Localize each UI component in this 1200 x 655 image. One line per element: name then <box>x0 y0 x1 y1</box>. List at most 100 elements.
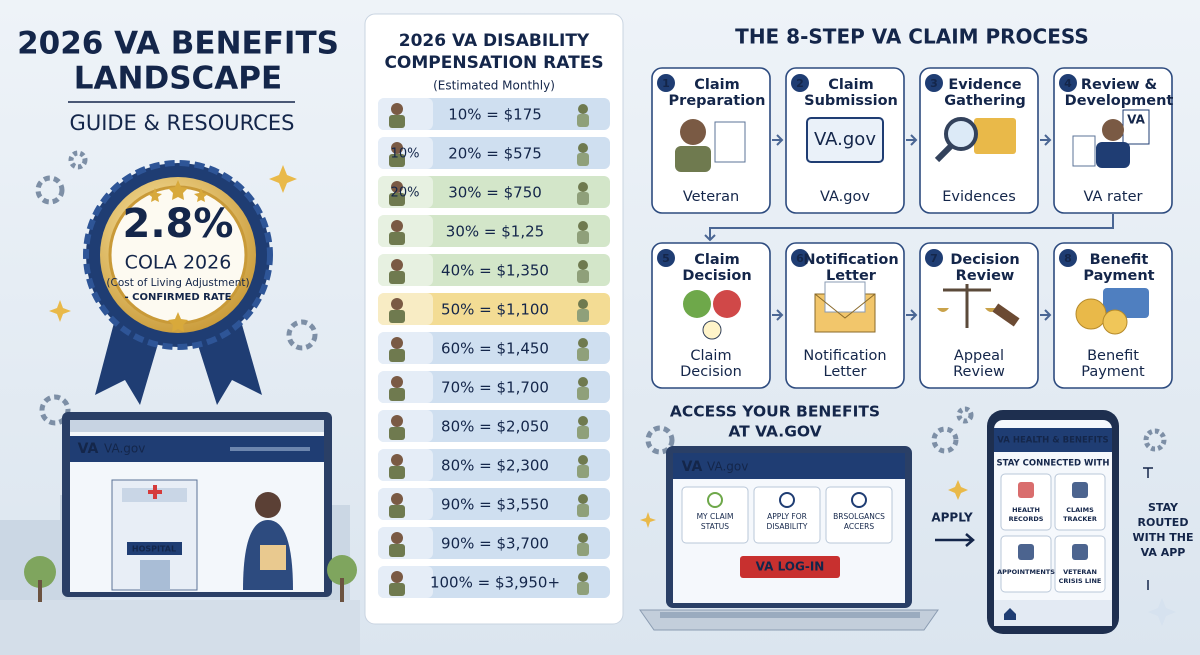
phone-tile-icon <box>1018 482 1034 498</box>
title: 2026 VA BENEFITS <box>17 26 339 62</box>
step-number: 1 <box>662 77 670 90</box>
soldier-head <box>391 220 403 232</box>
rate-row-tab <box>378 293 433 325</box>
row-icon <box>578 494 588 504</box>
left-laptop <box>24 412 357 602</box>
phone-tile-label: CLAIMS <box>1066 506 1094 514</box>
title: LANDSCAPE <box>74 61 282 97</box>
service-tile[interactable] <box>681 486 749 544</box>
tile-label: APPLY FOR <box>767 512 807 521</box>
soldier-head <box>391 298 403 310</box>
step-title: Notification <box>803 252 898 268</box>
phone-tile-icon <box>1072 482 1088 498</box>
step-caption: Letter <box>824 364 867 380</box>
soldier-body <box>389 154 405 167</box>
badge-status: - CONFIRMED RATE <box>125 292 232 303</box>
rate-row-tab <box>378 371 433 403</box>
soldier-head <box>391 532 403 544</box>
row-icon-body <box>577 504 589 517</box>
icon <box>824 281 866 313</box>
icon <box>814 293 876 319</box>
step-caption: Review <box>953 364 1005 380</box>
step-caption: Claim <box>690 348 731 364</box>
row-icon <box>578 299 588 309</box>
rate-row-tab <box>378 410 433 442</box>
app-note: VA APP <box>1141 546 1186 559</box>
step-number-badge <box>1059 249 1077 267</box>
icon <box>1075 298 1107 330</box>
phone-tile-label: HEALTH <box>1012 506 1040 514</box>
cola-badge <box>83 160 273 405</box>
phone-tile[interactable] <box>1054 535 1106 593</box>
rate-row-tab <box>378 98 433 130</box>
step-title: Claim <box>694 252 739 268</box>
rate-tag: 10% <box>391 147 420 162</box>
rate-row <box>378 332 610 364</box>
step-card <box>919 242 1039 389</box>
phone-tile[interactable] <box>1000 473 1052 531</box>
icon <box>680 119 706 145</box>
icon <box>702 320 722 340</box>
rate-row <box>378 137 610 169</box>
rate-row-tab <box>378 332 433 364</box>
rate-text: 70% = $1,700 <box>441 379 549 397</box>
app-note: ROUTED <box>1138 516 1189 529</box>
phone-tile[interactable] <box>1000 535 1052 593</box>
soldier-head <box>391 181 403 193</box>
soldier-body <box>389 544 405 557</box>
tile-label: BRSOLGANCS <box>833 512 885 521</box>
tile-icon <box>779 492 795 508</box>
step-caption: Payment <box>1081 364 1145 380</box>
soldier-body <box>389 310 405 323</box>
soldier-head <box>391 103 403 115</box>
subtitle: GUIDE & RESOURCES <box>70 111 295 135</box>
process-title: THE 8-STEP VA CLAIM PROCESS <box>735 25 1089 49</box>
rate-row <box>378 215 610 247</box>
phone-tile-icon <box>1018 544 1034 560</box>
tile-icon <box>851 492 867 508</box>
rate-text: 30% = $750 <box>448 184 542 202</box>
service-tile[interactable] <box>753 486 821 544</box>
login-button[interactable] <box>740 556 840 578</box>
step-card <box>651 67 771 214</box>
phone-header: VA HEALTH & BENEFITS <box>997 436 1108 446</box>
rate-text: 40% = $1,350 <box>441 262 549 280</box>
step-caption: Evidences <box>942 189 1016 205</box>
step-title: Decision <box>950 252 1019 268</box>
soldier-body <box>389 271 405 284</box>
step-number-badge <box>791 74 809 92</box>
row-icon-body <box>577 231 589 244</box>
soldier-head <box>391 415 403 427</box>
step-caption: VA.gov <box>820 189 870 205</box>
app-note: WITH THE <box>1133 531 1194 544</box>
access-title: AT VA.GOV <box>728 423 821 441</box>
step-title: Decision <box>682 268 751 284</box>
phone-tile-label: CRISIS LINE <box>1059 577 1102 585</box>
rate-tag: 20% <box>391 186 420 201</box>
icon <box>714 121 746 163</box>
service-tile[interactable] <box>825 486 893 544</box>
row-icon <box>578 533 588 543</box>
rate-text: 20% = $575 <box>448 145 542 163</box>
step-caption: Benefit <box>1087 348 1139 364</box>
step-card <box>651 242 771 389</box>
row-icon-body <box>577 270 589 283</box>
soldier-body <box>389 232 405 245</box>
access-site: VA.gov <box>707 460 748 474</box>
step-number-badge <box>657 249 675 267</box>
phone-tile[interactable] <box>1054 473 1106 531</box>
step-title: Benefit <box>1090 252 1149 268</box>
row-icon-body <box>577 309 589 322</box>
rate-row-tab <box>378 488 433 520</box>
soldier-body <box>389 427 405 440</box>
icon <box>683 290 711 318</box>
row-icon-body <box>577 387 589 400</box>
soldier-body <box>389 193 405 206</box>
tile-label: DISABILITY <box>767 522 808 531</box>
soldier-body <box>389 466 405 479</box>
rate-row-tab <box>378 215 433 247</box>
row-icon <box>578 377 588 387</box>
icon <box>806 117 884 163</box>
access-logo: VA <box>682 459 703 475</box>
